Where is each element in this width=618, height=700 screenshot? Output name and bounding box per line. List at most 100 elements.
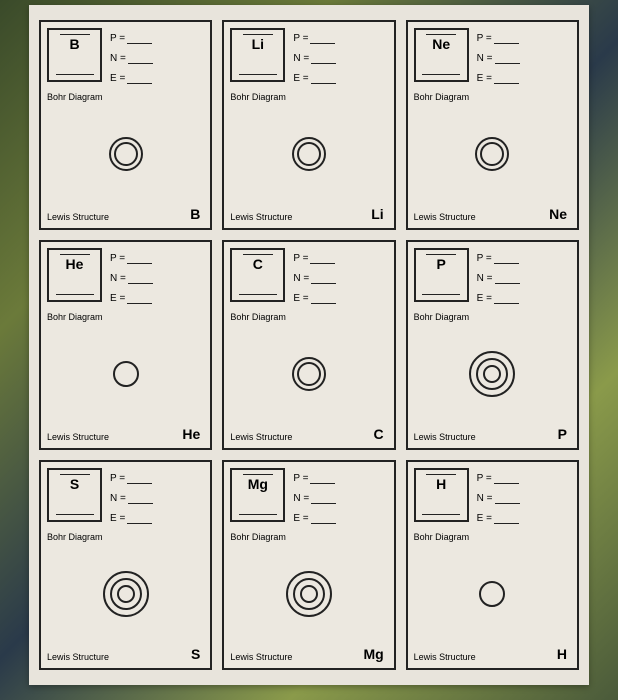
element-symbol-box: C	[230, 248, 285, 302]
lewis-symbol: He	[182, 426, 200, 442]
p-blank[interactable]	[494, 473, 519, 484]
e-blank[interactable]	[311, 513, 336, 524]
p-label: P =	[110, 33, 125, 44]
bohr-diagram	[414, 322, 571, 426]
pne-column: P = N = E =	[285, 248, 387, 308]
pne-column: P = N = E =	[469, 468, 571, 528]
protons-row[interactable]: P =	[477, 253, 571, 264]
n-blank[interactable]	[495, 493, 520, 504]
element-symbol-box: Mg	[230, 468, 285, 522]
e-label: E =	[110, 513, 125, 524]
element-cell: S P = N = E = Bohr Diagram	[39, 460, 212, 670]
neutrons-row[interactable]: N =	[110, 273, 204, 284]
n-blank[interactable]	[128, 493, 153, 504]
e-blank[interactable]	[494, 73, 519, 84]
n-blank[interactable]	[128, 273, 153, 284]
electrons-row[interactable]: E =	[293, 293, 387, 304]
e-blank[interactable]	[494, 293, 519, 304]
n-blank[interactable]	[495, 53, 520, 64]
element-box-blank	[422, 74, 460, 76]
e-label: E =	[293, 513, 308, 524]
bohr-label: Bohr Diagram	[414, 532, 571, 542]
n-blank[interactable]	[311, 53, 336, 64]
p-blank[interactable]	[127, 253, 152, 264]
element-cell: P P = N = E = Bohr Diagram	[406, 240, 579, 450]
element-symbol-box: H	[414, 468, 469, 522]
e-label: E =	[477, 513, 492, 524]
lewis-label: Lewis Structure	[230, 432, 292, 442]
lewis-symbol: Mg	[363, 646, 383, 662]
p-blank[interactable]	[310, 473, 335, 484]
p-blank[interactable]	[310, 253, 335, 264]
cell-top-row: C P = N = E =	[230, 248, 387, 308]
neutrons-row[interactable]: N =	[293, 53, 387, 64]
electrons-row[interactable]: E =	[477, 293, 571, 304]
neutrons-row[interactable]: N =	[110, 53, 204, 64]
e-blank[interactable]	[127, 513, 152, 524]
protons-row[interactable]: P =	[110, 253, 204, 264]
e-blank[interactable]	[311, 73, 336, 84]
n-blank[interactable]	[495, 273, 520, 284]
p-blank[interactable]	[127, 33, 152, 44]
e-blank[interactable]	[311, 293, 336, 304]
bohr-label: Bohr Diagram	[230, 532, 387, 542]
lewis-row: Lewis Structure C	[230, 426, 387, 442]
e-label: E =	[477, 73, 492, 84]
pne-column: P = N = E =	[285, 468, 387, 528]
n-blank[interactable]	[311, 273, 336, 284]
p-label: P =	[293, 473, 308, 484]
e-blank[interactable]	[127, 293, 152, 304]
element-box-blank	[239, 514, 277, 516]
cell-top-row: P P = N = E =	[414, 248, 571, 308]
e-blank[interactable]	[494, 513, 519, 524]
electrons-row[interactable]: E =	[110, 513, 204, 524]
lewis-row: Lewis Structure B	[47, 206, 204, 222]
lewis-row: Lewis Structure S	[47, 646, 204, 662]
protons-row[interactable]: P =	[477, 473, 571, 484]
cell-top-row: He P = N = E =	[47, 248, 204, 308]
element-symbol-box: P	[414, 248, 469, 302]
electrons-row[interactable]: E =	[293, 513, 387, 524]
neutrons-row[interactable]: N =	[477, 273, 571, 284]
neutrons-row[interactable]: N =	[477, 493, 571, 504]
protons-row[interactable]: P =	[293, 33, 387, 44]
lewis-row: Lewis Structure P	[414, 426, 571, 442]
pne-column: P = N = E =	[102, 248, 204, 308]
n-blank[interactable]	[311, 493, 336, 504]
neutrons-row[interactable]: N =	[293, 273, 387, 284]
e-blank[interactable]	[127, 73, 152, 84]
p-blank[interactable]	[127, 473, 152, 484]
electrons-row[interactable]: E =	[110, 293, 204, 304]
lewis-label: Lewis Structure	[414, 652, 476, 662]
lewis-label: Lewis Structure	[230, 212, 292, 222]
electrons-row[interactable]: E =	[110, 73, 204, 84]
p-blank[interactable]	[494, 33, 519, 44]
p-blank[interactable]	[310, 33, 335, 44]
lewis-symbol: Li	[371, 206, 383, 222]
protons-row[interactable]: P =	[293, 253, 387, 264]
element-symbol-box: He	[47, 248, 102, 302]
neutrons-row[interactable]: N =	[110, 493, 204, 504]
electrons-row[interactable]: E =	[477, 73, 571, 84]
element-box-blank	[239, 74, 277, 76]
lewis-label: Lewis Structure	[230, 652, 292, 662]
n-blank[interactable]	[128, 53, 153, 64]
p-label: P =	[293, 33, 308, 44]
protons-row[interactable]: P =	[477, 33, 571, 44]
n-label: N =	[110, 273, 126, 284]
protons-row[interactable]: P =	[110, 33, 204, 44]
pne-column: P = N = E =	[469, 28, 571, 88]
n-label: N =	[293, 53, 309, 64]
bohr-label: Bohr Diagram	[230, 312, 387, 322]
neutrons-row[interactable]: N =	[477, 53, 571, 64]
n-label: N =	[293, 493, 309, 504]
electrons-row[interactable]: E =	[477, 513, 571, 524]
lewis-symbol: S	[191, 646, 200, 662]
neutrons-row[interactable]: N =	[293, 493, 387, 504]
lewis-label: Lewis Structure	[47, 212, 109, 222]
protons-row[interactable]: P =	[293, 473, 387, 484]
e-label: E =	[293, 73, 308, 84]
electrons-row[interactable]: E =	[293, 73, 387, 84]
protons-row[interactable]: P =	[110, 473, 204, 484]
p-blank[interactable]	[494, 253, 519, 264]
